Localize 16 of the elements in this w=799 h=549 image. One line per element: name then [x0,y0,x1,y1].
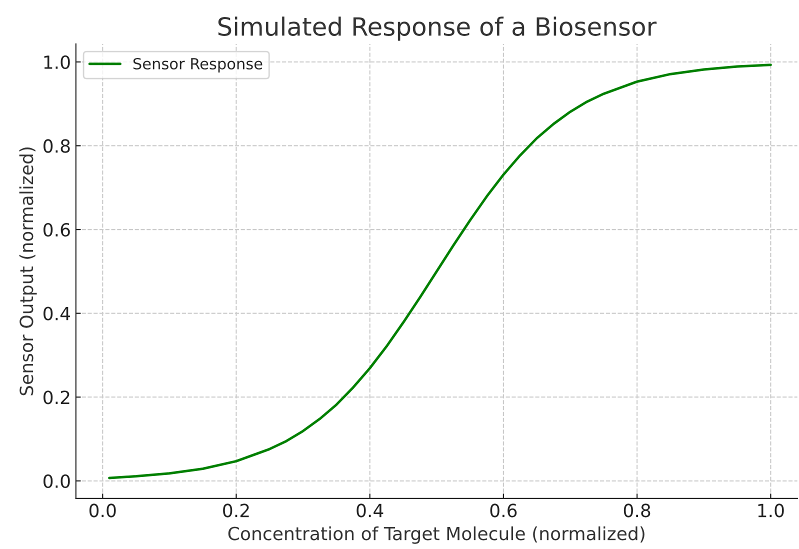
y-tick-label: 1.0 [44,55,70,70]
x-tick-label: 0.4 [356,504,384,518]
y-tick-label: 0.8 [44,139,70,153]
x-tick-label: 0.6 [490,504,517,518]
y-tick-label: 0.0 [44,474,70,488]
y-axis-title: Sensor Output (normalized) [19,148,37,396]
x-tick-label: 0.2 [223,504,249,518]
legend-label: Sensor Response [133,58,262,72]
x-tick-label: 0.8 [624,504,650,518]
x-tick-label: 0.0 [89,504,116,518]
x-tick-label: 1.0 [758,504,784,518]
x-axis-title: Concentration of Target Molecule (normalized) [228,526,644,544]
y-tick-label: 0.2 [44,390,70,404]
chart-title: Simulated Response of a Biosensor [218,16,657,41]
y-tick-label: 0.6 [44,222,70,237]
y-tick-label: 0.4 [44,306,70,320]
